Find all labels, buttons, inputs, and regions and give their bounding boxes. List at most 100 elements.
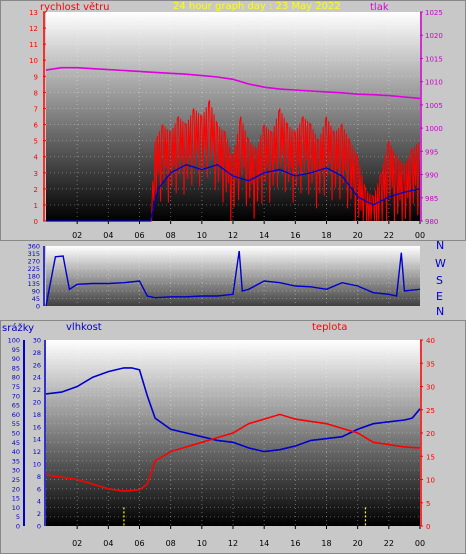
rain-axis-tick-label: 70 (12, 392, 20, 400)
direction-axis-tick-label: 90 (32, 288, 40, 296)
x-tick-label: 14 (259, 231, 269, 240)
x-tick-label: 06 (134, 539, 144, 548)
wind-axis-tick-label: 12 (29, 25, 38, 33)
rain-axis-tick-label: 80 (12, 374, 20, 382)
direction-axis-tick-label: 360 (28, 243, 40, 251)
direction-plot-area (46, 246, 420, 306)
pressure-axis-tick-label: 980 (425, 218, 438, 226)
rain-axis-tick-label: 40 (12, 448, 20, 456)
x-tick-label: 22 (384, 231, 394, 240)
rain-axis-tick-label: 25 (12, 476, 20, 484)
x-tick-label: 12 (228, 539, 238, 548)
x-tick-label: 04 (103, 231, 113, 240)
series-pressure (45, 66, 421, 100)
pressure-axis-tick-label: 1010 (425, 79, 443, 87)
x-tick-label: 22 (384, 539, 394, 548)
compass-s: S (436, 274, 443, 287)
rain-axis-tick-label: 45 (12, 439, 20, 447)
temperature-axis-label: teplota (312, 322, 347, 333)
x-tick-label: 00 (415, 231, 425, 240)
x-tick-label: 04 (103, 539, 113, 548)
rain-axis-tick-label: 0 (16, 523, 20, 531)
temperature-axis-tick-label: 20 (426, 430, 435, 438)
humidity-axis-tick-label: 8 (37, 473, 41, 481)
x-tick-label: 00 (415, 539, 425, 548)
pressure-axis-tick-label: 995 (425, 148, 438, 156)
pressure-axis-tick-label: 1025 (425, 9, 443, 17)
x-tick-label: 20 (353, 539, 363, 548)
pressure-axis-tick-label: 1005 (425, 102, 443, 110)
humidity-axis-tick-label: 16 (33, 423, 41, 431)
rain-axis-tick-label: 90 (12, 355, 20, 363)
rain-axis-tick-label: 55 (12, 420, 20, 428)
wind-axis-tick-label: 3 (34, 170, 38, 178)
x-tick-label: 18 (321, 539, 331, 548)
rain-axis-tick-label: 30 (12, 467, 20, 475)
x-tick-label: 14 (259, 539, 269, 548)
direction-axis-tick-label: 270 (28, 258, 40, 266)
direction-axis-tick-label: 315 (28, 250, 40, 258)
humidity-axis-tick-label: 12 (33, 448, 41, 456)
pressure-axis-tick-label: 1000 (425, 125, 443, 133)
humidity-axis-tick-label: 26 (33, 361, 41, 369)
rain-axis-tick-label: 5 (16, 513, 20, 521)
rain-axis-tick-label: 60 (12, 411, 20, 419)
wind-axis-tick-label: 7 (34, 105, 38, 113)
x-tick-label: 16 (290, 539, 300, 548)
x-tick-label: 02 (72, 539, 82, 548)
wind-axis-tick-label: 5 (34, 138, 38, 146)
compass-n-bottom: N (436, 305, 444, 318)
rain-axis-tick-label: 35 (12, 457, 20, 465)
wind-axis-tick-label: 11 (29, 41, 38, 49)
direction-axis-tick-label: 135 (28, 280, 40, 288)
temperature-axis-tick-label: 10 (426, 477, 435, 485)
x-tick-label: 08 (166, 539, 176, 548)
humidity-axis-tick-label: 24 (33, 374, 41, 382)
x-tick-label: 18 (321, 231, 331, 240)
x-tick-label: 02 (72, 231, 82, 240)
series-temperature (45, 413, 421, 492)
wind-axis-tick-label: 8 (34, 89, 38, 97)
humidity-axis-tick-label: 4 (37, 498, 41, 506)
series-humidity (45, 367, 421, 453)
x-tick-label: 08 (166, 231, 176, 240)
x-tick-label: 06 (134, 231, 144, 240)
rain-axis-tick-label: 95 (12, 346, 20, 354)
humidity-axis-tick-label: 18 (33, 411, 41, 419)
rain-axis-tick-label: 75 (12, 383, 20, 391)
rain-axis-tick-label: 85 (12, 364, 20, 372)
axes-layer: 02 04 06 08 10 12 14 16 18 20 22 000123456789101112… (8, 9, 443, 548)
temperature-axis-tick-label: 25 (426, 407, 435, 415)
rain-axis-label: srážky (2, 322, 34, 334)
temperature-axis-tick-label: 30 (426, 384, 435, 392)
wind-axis-tick-label: 9 (34, 73, 38, 81)
direction-axis-tick-label: 225 (28, 265, 40, 273)
wind-axis-tick-label: 6 (34, 122, 39, 130)
temperature-axis-tick-label: 0 (426, 523, 430, 531)
humidity-axis-tick-label: 30 (33, 337, 41, 345)
temperature-axis-tick-label: 15 (426, 453, 435, 461)
compass-n-top: N (436, 239, 444, 252)
x-tick-label: 16 (290, 231, 300, 240)
humidity-axis-tick-label: 28 (33, 349, 41, 357)
pressure-axis-tick-label: 1015 (425, 55, 443, 63)
rain-axis-tick-label: 100 (8, 337, 20, 345)
chart-title: 24 hour graph day : 23 May 2022 (173, 1, 341, 12)
wind-axis-tick-label: 2 (34, 186, 38, 194)
humidity-axis-tick-label: 2 (37, 510, 41, 518)
series-wind-direction (45, 250, 421, 307)
wind-axis-tick-label: 0 (34, 218, 38, 226)
temperature-axis-tick-label: 35 (426, 360, 435, 368)
humidity-axis-tick-label: 14 (33, 436, 41, 444)
x-tick-label: 12 (228, 231, 238, 240)
compass-e: E (436, 290, 443, 303)
series-wind-avg (46, 163, 421, 222)
pressure-axis-tick-label: 985 (425, 195, 438, 203)
wind-axis-tick-label: 4 (34, 154, 39, 162)
pressure-axis-tick-label: 1020 (425, 32, 443, 40)
wind-axis-label: rychlost větru (40, 1, 110, 13)
wind-axis-tick-label: 10 (29, 57, 38, 65)
humidity-axis-tick-label: 0 (37, 523, 41, 531)
